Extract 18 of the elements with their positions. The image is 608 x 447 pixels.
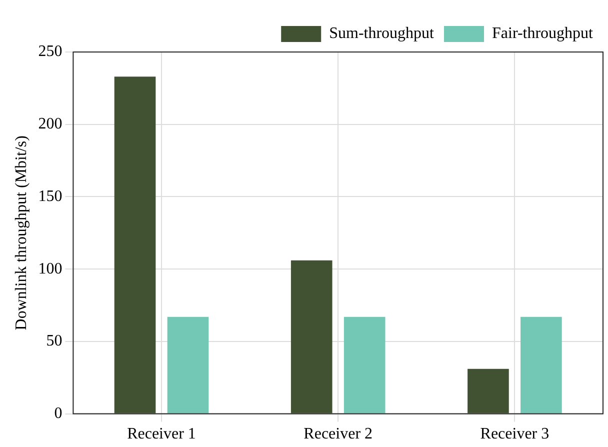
bar (520, 316, 562, 414)
legend-label: Fair-throughput (492, 25, 594, 42)
x-tick-label: Receiver 2 (304, 426, 373, 443)
x-tick-label: Receiver 1 (127, 426, 196, 443)
y-tick-label: 200 (38, 116, 62, 133)
y-axis-title: Downlink throughput (Mbit/s) (12, 136, 30, 330)
y-tick-label: 150 (38, 188, 62, 205)
bar (468, 368, 509, 414)
bar (114, 76, 156, 414)
y-tick-label: 100 (38, 260, 62, 278)
x-tick-label: Receiver 3 (480, 426, 550, 443)
bar (344, 316, 386, 414)
legend-label: Sum-throughput (329, 25, 435, 42)
y-tick-label: 0 (54, 405, 62, 422)
bar (167, 316, 209, 414)
y-tick-label: 50 (46, 332, 62, 350)
y-tick-label: 250 (38, 43, 62, 60)
bar (290, 260, 332, 414)
